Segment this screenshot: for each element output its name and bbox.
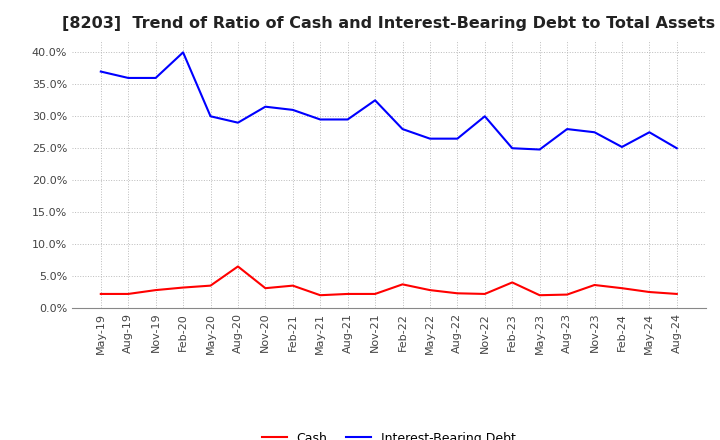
Interest-Bearing Debt — [536, 147, 544, 152]
Line: Cash: Cash — [101, 267, 677, 295]
Cash — [672, 291, 681, 297]
Interest-Bearing Debt — [151, 75, 160, 81]
Interest-Bearing Debt — [480, 114, 489, 119]
Legend: Cash, Interest-Bearing Debt: Cash, Interest-Bearing Debt — [256, 427, 521, 440]
Cash — [289, 283, 297, 288]
Interest-Bearing Debt — [206, 114, 215, 119]
Interest-Bearing Debt — [343, 117, 352, 122]
Cash — [480, 291, 489, 297]
Cash — [151, 287, 160, 293]
Cash — [453, 291, 462, 296]
Cash — [371, 291, 379, 297]
Interest-Bearing Debt — [179, 50, 187, 55]
Cash — [426, 287, 434, 293]
Interest-Bearing Debt — [453, 136, 462, 141]
Cash — [179, 285, 187, 290]
Cash — [618, 286, 626, 291]
Interest-Bearing Debt — [426, 136, 434, 141]
Cash — [124, 291, 132, 297]
Cash — [96, 291, 105, 297]
Cash — [508, 280, 516, 285]
Interest-Bearing Debt — [96, 69, 105, 74]
Cash — [536, 293, 544, 298]
Cash — [645, 290, 654, 295]
Cash — [261, 286, 270, 291]
Cash — [563, 292, 572, 297]
Title: [8203]  Trend of Ratio of Cash and Interest-Bearing Debt to Total Assets: [8203] Trend of Ratio of Cash and Intere… — [62, 16, 716, 32]
Interest-Bearing Debt — [233, 120, 242, 125]
Cash — [316, 293, 325, 298]
Interest-Bearing Debt — [124, 75, 132, 81]
Cash — [398, 282, 407, 287]
Interest-Bearing Debt — [563, 126, 572, 132]
Cash — [206, 283, 215, 288]
Cash — [343, 291, 352, 297]
Interest-Bearing Debt — [590, 130, 599, 135]
Cash — [233, 264, 242, 269]
Interest-Bearing Debt — [398, 126, 407, 132]
Interest-Bearing Debt — [371, 98, 379, 103]
Interest-Bearing Debt — [289, 107, 297, 113]
Interest-Bearing Debt — [508, 146, 516, 151]
Interest-Bearing Debt — [618, 144, 626, 150]
Interest-Bearing Debt — [645, 130, 654, 135]
Cash — [590, 282, 599, 288]
Interest-Bearing Debt — [316, 117, 325, 122]
Line: Interest-Bearing Debt: Interest-Bearing Debt — [101, 52, 677, 150]
Interest-Bearing Debt — [672, 146, 681, 151]
Interest-Bearing Debt — [261, 104, 270, 109]
